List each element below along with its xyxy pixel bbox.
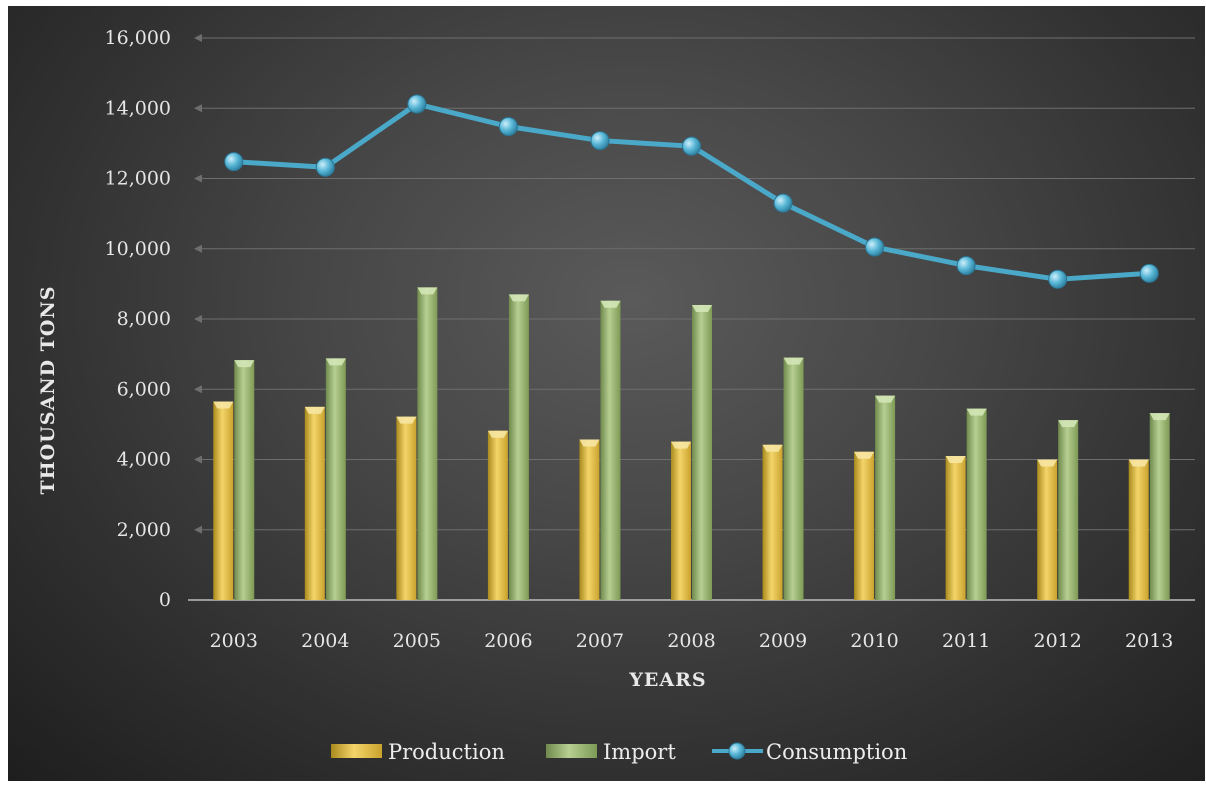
production-bar (488, 431, 508, 600)
y-tick-label: 0 (159, 589, 171, 611)
import-bar (509, 294, 529, 600)
legend-label-import: Import (603, 740, 676, 764)
x-tick-label: 2011 (942, 630, 990, 652)
consumption-point (499, 118, 517, 136)
production-bar (1037, 460, 1057, 601)
legend-marker-consumption (729, 743, 745, 759)
x-axis-ticks: 2003 2004 2005 2006 2007 2008 2009 2010 2011 2012… (210, 630, 1174, 652)
chart-frame: 0 2,000 4,000 6,000 8,000 10,000 12,000 14,000 1… (8, 6, 1205, 781)
gridline-arrow (194, 385, 202, 393)
consumption-line (234, 104, 1149, 279)
import-bar (1058, 420, 1078, 600)
x-axis-title: YEARS (628, 669, 706, 691)
import-bar (326, 358, 346, 600)
y-axis-title: THOUSAND TONS (37, 286, 59, 495)
import-bar (1150, 413, 1170, 600)
production-bar (671, 442, 691, 600)
x-tick-label: 2013 (1125, 630, 1173, 652)
production-bar (946, 456, 966, 600)
import-bar (967, 409, 987, 600)
gridline-arrow (194, 526, 202, 534)
legend-swatch-production (331, 744, 382, 758)
legend-swatch-import (546, 744, 597, 758)
production-bar (579, 439, 599, 600)
x-tick-label: 2004 (301, 630, 349, 652)
import-bar (234, 360, 254, 600)
y-tick-label: 2,000 (117, 519, 171, 541)
production-bar (305, 407, 325, 600)
y-tick-label: 8,000 (117, 308, 171, 330)
consumption-point (774, 194, 792, 212)
import-bar (600, 301, 620, 600)
legend-label-consumption: Consumption (766, 740, 907, 764)
y-tick-label: 16,000 (105, 27, 171, 49)
gridline-arrow (194, 456, 202, 464)
legend: Production Import Consumption (331, 740, 907, 764)
gridline-arrow (194, 104, 202, 112)
consumption-line-layer (225, 95, 1158, 288)
import-bar (784, 358, 804, 600)
x-tick-label: 2003 (210, 630, 258, 652)
production-bar (213, 402, 233, 600)
y-tick-label: 4,000 (117, 449, 171, 471)
chart-canvas: 0 2,000 4,000 6,000 8,000 10,000 12,000 14,000 1… (8, 6, 1205, 781)
consumption-point (591, 132, 609, 150)
x-tick-label: 2010 (850, 630, 898, 652)
x-tick-label: 2009 (759, 630, 807, 652)
y-tick-label: 14,000 (105, 97, 171, 119)
legend-item-import: Import (546, 740, 676, 764)
legend-item-consumption: Consumption (712, 740, 907, 764)
x-tick-label: 2007 (576, 630, 624, 652)
production-bar (763, 445, 783, 600)
y-tick-label: 12,000 (105, 168, 171, 190)
legend-label-production: Production (388, 740, 505, 764)
x-tick-label: 2006 (484, 630, 532, 652)
import-bar (875, 396, 895, 600)
consumption-point (316, 158, 334, 176)
gridline-arrow (194, 245, 202, 253)
consumption-point (957, 257, 975, 275)
production-bar (854, 452, 874, 600)
gridline-arrow (194, 315, 202, 323)
gridline-arrow (194, 175, 202, 183)
y-tick-label: 6,000 (117, 378, 171, 400)
consumption-point (1049, 270, 1067, 288)
consumption-point (408, 95, 426, 113)
consumption-point (683, 137, 701, 155)
production-bar (1129, 460, 1149, 601)
import-bar (417, 287, 437, 600)
bars (213, 287, 1169, 600)
import-bar (692, 305, 712, 600)
x-tick-label: 2005 (393, 630, 441, 652)
y-tick-label: 10,000 (105, 238, 171, 260)
gridline-arrow (194, 34, 202, 42)
production-bar (396, 417, 416, 600)
consumption-point (866, 238, 884, 256)
legend-item-production: Production (331, 740, 505, 764)
x-tick-label: 2008 (667, 630, 715, 652)
x-tick-label: 2012 (1034, 630, 1082, 652)
consumption-point (225, 153, 243, 171)
y-axis-ticks: 0 2,000 4,000 6,000 8,000 10,000 12,000 14,000 1… (105, 27, 171, 611)
consumption-point (1140, 264, 1158, 282)
